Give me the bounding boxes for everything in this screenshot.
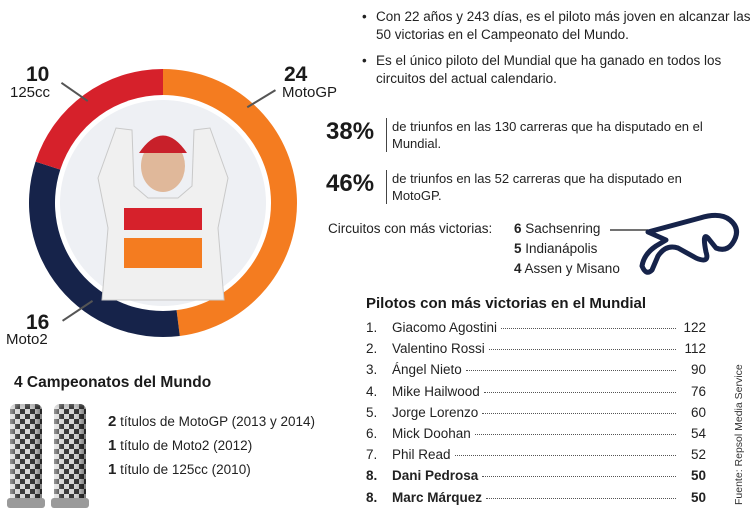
ranking-dot-leader	[483, 391, 676, 393]
ranking-row: 3. Ángel Nieto 90	[366, 362, 706, 383]
ranking-wins: 122	[683, 320, 706, 335]
donut-segment-moto2	[29, 161, 180, 337]
ranking-wins: 112	[684, 341, 706, 357]
ranking-rider-name: Jorge Lorenzo	[392, 404, 479, 420]
ranking-position: 7.	[366, 447, 378, 463]
circuit-sachsenring: 6 Sachsenring	[514, 221, 601, 236]
pct-motogp-text: de triunfos en las 52 carreras que ha di…	[386, 170, 732, 204]
championships-title: 4 Campeonatos del Mundo	[14, 374, 212, 391]
ranking-row: 5. Jorge Lorenzo 60	[366, 405, 706, 426]
ranking-rider-name: Mike Hailwood	[392, 383, 480, 399]
donut-segment-125cc	[35, 69, 163, 170]
ranking-wins: 52	[690, 447, 706, 463]
ranking-row: 8. Marc Márquez 50	[366, 490, 706, 511]
ranking-dot-leader	[488, 349, 676, 351]
ranking-dot-leader	[454, 455, 676, 457]
ranking-row: 8. Dani Pedrosa 50	[366, 468, 706, 489]
ranking-row: 7. Phil Read 52	[366, 447, 706, 468]
ranking-position: 2.	[366, 341, 378, 357]
ranking-position: 6.	[366, 426, 378, 441]
donut-category-125cc: 125cc	[10, 84, 51, 101]
ranking-rider-name: Ángel Nieto	[392, 362, 462, 378]
ranking-wins: 50	[690, 468, 706, 484]
wins-by-category-donut	[29, 69, 297, 337]
pct-career-text: de triunfos en las 130 carreras que ha d…	[386, 118, 732, 152]
ranking-rider-name: Phil Read	[392, 447, 451, 463]
ranking-rider-name: Dani Pedrosa	[392, 468, 479, 484]
sachsenring-track-map	[610, 212, 739, 275]
circuit-assen-misano: 4 Assen y Misano	[514, 261, 620, 276]
donut-value-motogp: 24	[284, 63, 308, 86]
donut-category-moto2: Moto2	[6, 331, 48, 348]
ranking-rider-name: Giacomo Agostini	[392, 320, 498, 335]
pct-motogp-value: 46%	[326, 170, 375, 197]
ranking-row: 4. Mike Hailwood 76	[366, 384, 706, 405]
ranking-dot-leader	[501, 328, 676, 329]
ranking-position: 3.	[366, 362, 378, 378]
ranking-wins: 90	[690, 362, 706, 378]
ranking-position: 1.	[366, 320, 378, 335]
donut-category-motogp: MotoGP	[282, 84, 338, 101]
ranking-title: Pilotos con más victorias en el Mundial	[366, 295, 647, 312]
fact-youngest: Con 22 años y 243 días, es el piloto más…	[362, 8, 750, 44]
rider-photo	[60, 100, 266, 306]
ranking-wins: 50	[690, 489, 706, 505]
ranking-rider-name: Marc Márquez	[392, 489, 483, 505]
ranking-position: 8.	[366, 489, 378, 505]
ranking-row: 2. Valentino Rossi 112	[366, 341, 706, 362]
donut-value-moto2: 16	[26, 311, 50, 334]
ranking-row: 1. Giacomo Agostini 122	[366, 320, 706, 341]
ranking-wins: 60	[690, 404, 706, 420]
ranking-dot-leader	[482, 412, 676, 414]
ranking-position: 8.	[366, 468, 378, 484]
ranking-wins: 76	[690, 383, 706, 399]
ranking-position: 4.	[366, 383, 378, 399]
ranking-dot-leader	[465, 370, 676, 372]
donut-segment-motogp	[163, 69, 297, 336]
title-motogp: 2 títulos de MotoGP (2013 y 2014)	[108, 413, 315, 430]
ranking-dot-leader	[474, 434, 676, 435]
source-credit: Fuente: Repsol Media Service	[733, 364, 745, 505]
title-moto2: 1 título de Moto2 (2012)	[108, 437, 253, 454]
ranking-position: 5.	[366, 404, 378, 420]
donut-value-125cc: 10	[26, 63, 50, 86]
pct-career-value: 38%	[326, 118, 375, 145]
ranking-dot-leader	[486, 497, 676, 499]
title-125cc: 1 título de 125cc (2010)	[108, 461, 251, 478]
circuit-indianapolis: 5 Indianápolis	[514, 241, 598, 256]
fact-all-circuits: Es el único piloto del Mundial que ha ga…	[362, 52, 750, 88]
ranking-rider-name: Valentino Rossi	[392, 341, 485, 357]
ranking-wins: 54	[690, 426, 706, 441]
ranking-row: 6. Mick Doohan 54	[366, 426, 706, 447]
ranking-dot-leader	[482, 476, 676, 478]
circuits-label: Circuitos con más victorias:	[328, 221, 493, 236]
ranking-rider-name: Mick Doohan	[392, 426, 471, 441]
